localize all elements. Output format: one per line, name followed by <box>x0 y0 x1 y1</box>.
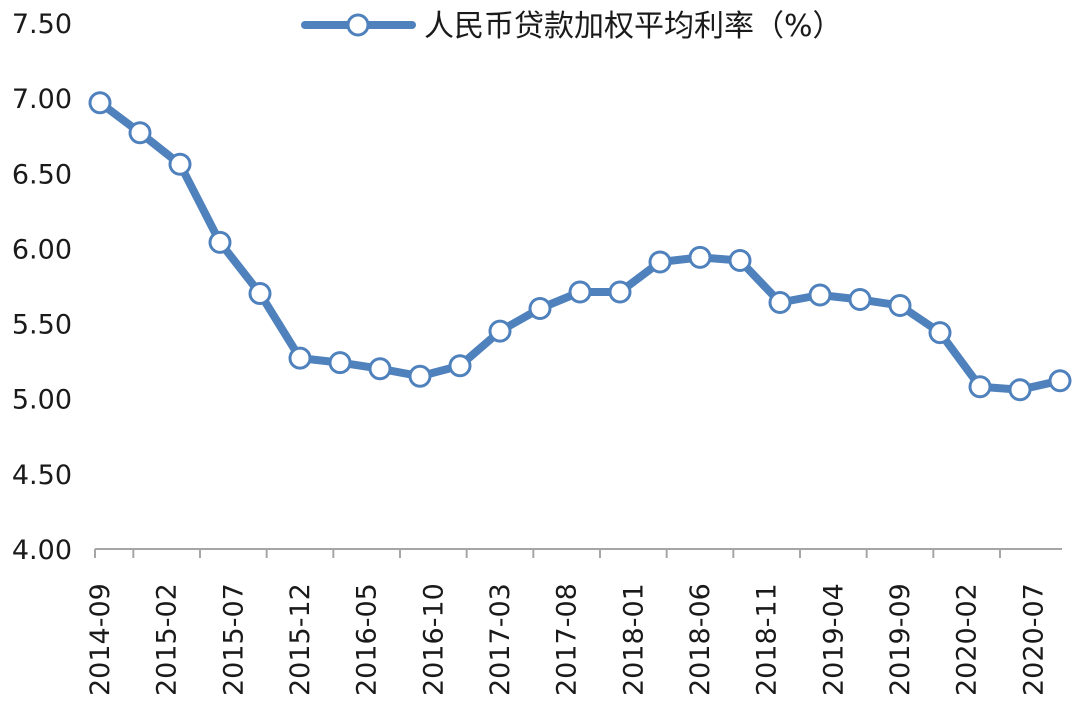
x-axis: 2014-09 2015-02 2015-07 2015-12 2016-05 2016-… <box>85 548 1062 696</box>
x-tick-label: 2019-09 <box>885 583 916 696</box>
y-tick-label: 4.50 <box>12 460 72 491</box>
data-point <box>208 230 232 254</box>
data-point <box>968 375 992 399</box>
data-point <box>1008 378 1032 402</box>
data-point <box>328 351 352 375</box>
series-line <box>96 98 1064 394</box>
data-point <box>448 354 472 378</box>
y-axis: 4.00 4.50 5.00 5.50 6.00 6.50 7.00 7.50 <box>12 9 72 566</box>
data-point <box>248 282 272 305</box>
data-point <box>408 364 432 388</box>
x-tick-label: 2015-12 <box>285 583 316 696</box>
x-tick-label: 2018-01 <box>618 583 649 696</box>
data-point <box>288 346 312 370</box>
y-tick-label: 7.00 <box>12 84 72 115</box>
legend-label: 人民币贷款加权平均利率（%） <box>424 9 843 44</box>
y-tick-label: 7.50 <box>12 9 72 40</box>
data-point <box>568 280 592 304</box>
y-tick-label: 6.50 <box>12 159 72 190</box>
legend-marker-swatch <box>346 13 370 37</box>
data-point <box>528 297 552 320</box>
x-tick-label: 2016-05 <box>352 583 383 696</box>
y-tick-label: 6.00 <box>12 234 72 265</box>
x-tick-label: 2019-04 <box>818 583 849 696</box>
x-tick-label: 2014-09 <box>85 583 116 696</box>
series-layer <box>88 91 1072 402</box>
data-point <box>368 357 392 381</box>
data-point <box>88 91 112 115</box>
data-point <box>488 319 512 343</box>
x-tick-label: 2018-06 <box>685 583 716 696</box>
x-tick-label: 2018-11 <box>752 583 783 696</box>
x-tick-label: 2015-02 <box>152 583 183 696</box>
x-tick-label: 2015-07 <box>218 583 249 696</box>
data-point <box>128 121 152 145</box>
y-tick-label: 5.50 <box>12 310 72 341</box>
x-tick-label: 2020-07 <box>1018 583 1049 696</box>
data-point <box>768 291 792 314</box>
y-tick-label: 5.00 <box>12 385 72 416</box>
data-point <box>888 294 912 317</box>
data-point <box>808 283 832 307</box>
data-point <box>848 288 872 311</box>
data-point <box>728 249 752 272</box>
legend: 人民币贷款加权平均利率（%） <box>301 9 843 44</box>
x-tick-label: 2016-10 <box>418 583 449 696</box>
x-tick-label: 2020-02 <box>952 583 983 696</box>
x-tick-label: 2017-08 <box>552 583 583 696</box>
data-point <box>608 280 632 304</box>
data-point <box>648 250 672 274</box>
y-tick-label: 4.00 <box>12 535 72 566</box>
data-point <box>928 321 952 345</box>
data-point <box>1048 369 1072 393</box>
data-point <box>168 152 192 176</box>
x-tick-label: 2017-03 <box>485 583 516 696</box>
data-point <box>688 245 712 269</box>
